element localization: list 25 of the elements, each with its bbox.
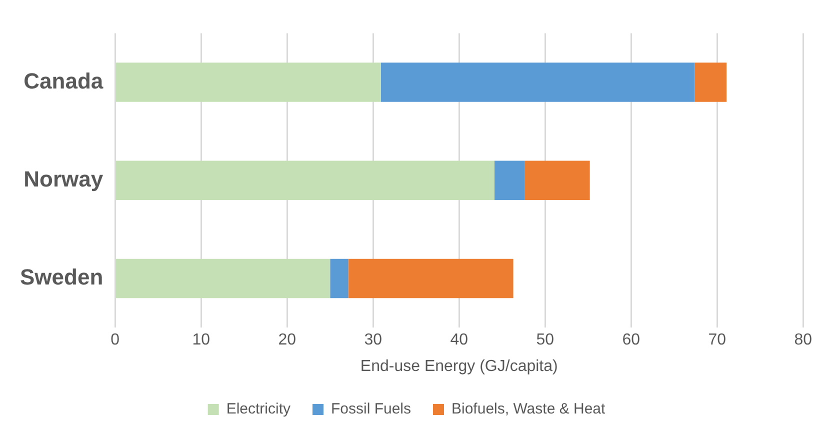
x-tick-label: 70 bbox=[708, 332, 726, 349]
bar bbox=[116, 160, 494, 200]
bar bbox=[348, 258, 514, 298]
bar bbox=[524, 160, 590, 200]
bar bbox=[116, 258, 330, 298]
bar bbox=[494, 160, 524, 200]
y-tick-label: Sweden bbox=[20, 264, 104, 290]
bar bbox=[380, 62, 695, 102]
bar bbox=[694, 62, 727, 102]
x-tick-label: 30 bbox=[364, 332, 382, 349]
x-tick-label: 20 bbox=[278, 332, 296, 349]
legend-label: Fossil Fuels bbox=[330, 400, 412, 418]
bar bbox=[116, 62, 381, 102]
bar bbox=[330, 258, 348, 298]
x-axis-title: End-use Energy (GJ/capita) bbox=[360, 358, 558, 375]
x-tick-label: 80 bbox=[794, 332, 812, 349]
legend-label: Electricity bbox=[226, 400, 291, 418]
x-tick-label: 40 bbox=[450, 332, 468, 349]
x-tick-label: 0 bbox=[110, 332, 120, 349]
y-tick-label: Norway bbox=[24, 166, 104, 192]
x-tick-label: 50 bbox=[536, 332, 554, 349]
legend-label: Biofuels, Waste & Heat bbox=[452, 400, 606, 418]
x-tick-label: 10 bbox=[192, 332, 210, 349]
y-tick-label: Canada bbox=[24, 68, 104, 94]
x-tick-label: 60 bbox=[622, 332, 640, 349]
